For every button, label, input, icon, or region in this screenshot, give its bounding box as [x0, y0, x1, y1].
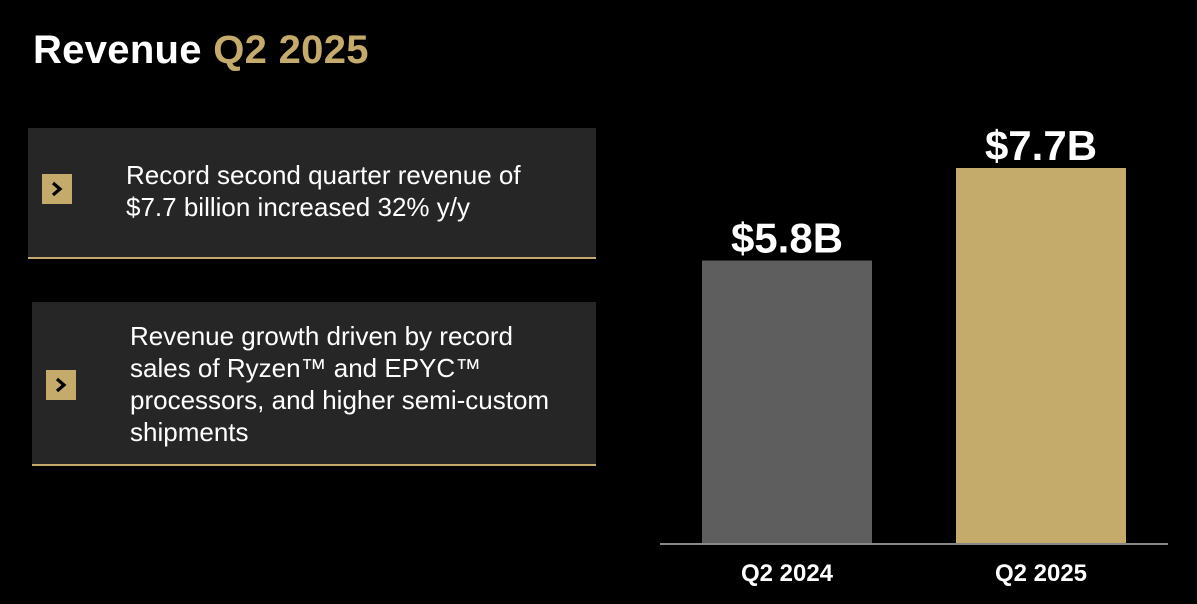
bar-q2-2025 [956, 168, 1126, 543]
highlight-text: Record second quarter revenue of $7.7 bi… [126, 160, 521, 222]
highlight-card-growth: Revenue growth driven by record sales of… [32, 302, 596, 466]
x-tick-label: Q2 2025 [995, 560, 1087, 587]
highlight-card-revenue: Record second quarter revenue of $7.7 bi… [28, 128, 596, 259]
page-title: Revenue Q2 2025 [33, 26, 369, 74]
title-main: Revenue [33, 28, 202, 72]
bar-data-label: $7.7B [985, 122, 1097, 169]
chevron-right-icon [42, 174, 72, 204]
bar-data-label: $5.8B [731, 215, 843, 262]
chevron-right-icon [46, 370, 76, 400]
title-accent: Q2 2025 [213, 28, 369, 72]
revenue-bar-chart: $5.8B Q2 2024 $7.7B Q2 2025 [660, 122, 1168, 587]
x-tick-label: Q2 2024 [741, 560, 834, 587]
bar-q2-2024 [702, 260, 872, 543]
highlight-text: Revenue growth driven by record sales of… [130, 321, 550, 447]
